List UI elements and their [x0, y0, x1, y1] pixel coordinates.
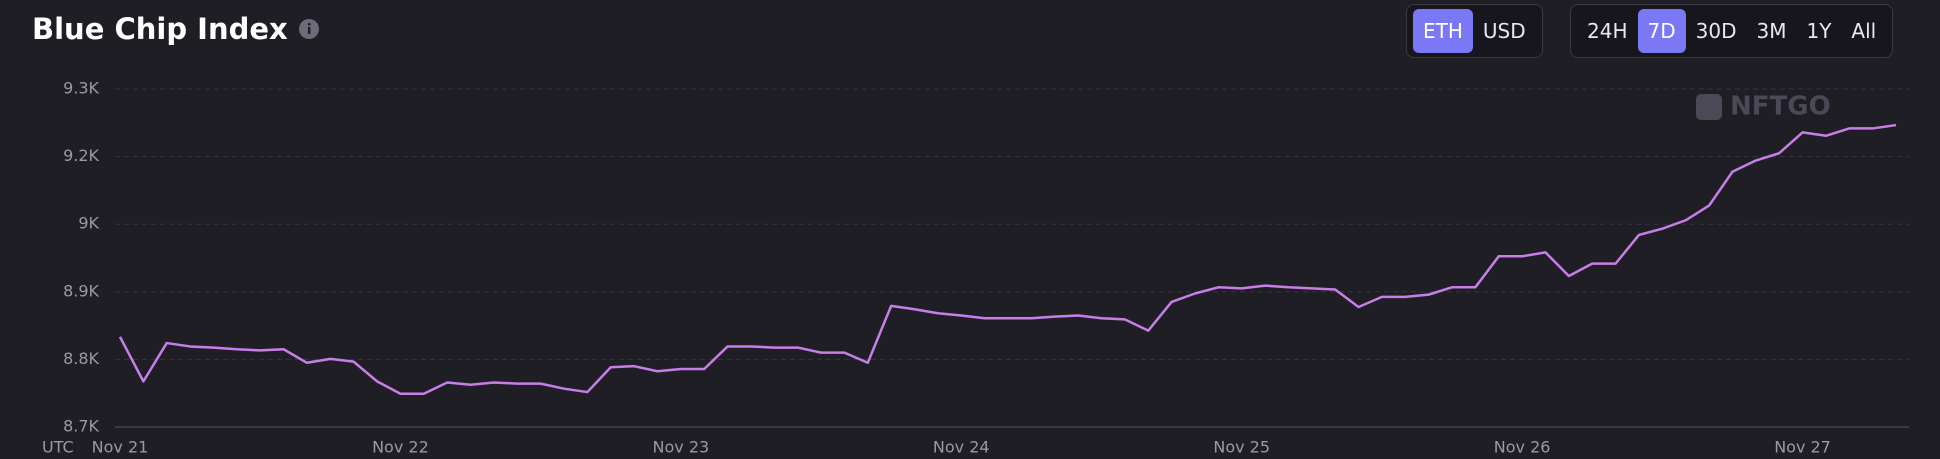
toggle-button[interactable]: 3M [1756, 19, 1787, 43]
y-tick-label: 9.3K [63, 79, 99, 98]
y-tick-label: 9.2K [63, 146, 99, 165]
y-tick-label: 8.7K [63, 417, 99, 436]
currency-toggle: ETH USD [1406, 4, 1543, 58]
title: Blue Chip Index [32, 12, 288, 46]
toggle-button[interactable]: 24H [1587, 19, 1628, 43]
toggle-button[interactable]: 30D [1695, 19, 1737, 43]
x-tick-label: Nov 22 [372, 438, 429, 457]
line-series [118, 123, 1897, 396]
title-row: Blue Chip Index [32, 12, 320, 46]
y-tick-label: 8.8K [63, 349, 99, 368]
info-icon[interactable] [298, 18, 320, 40]
toggle-button[interactable]: 7D [1637, 9, 1686, 53]
x-tick-label: Nov 26 [1494, 438, 1551, 457]
x-tick-label: Nov 25 [1213, 438, 1270, 457]
x-tick-label: Nov 21 [92, 438, 149, 457]
y-tick-label: 9K [78, 214, 99, 233]
timezone-label: UTC [42, 438, 74, 457]
range-toggle: 24H 7D 30D 3M 1Y All [1570, 4, 1894, 58]
x-tick-label: Nov 27 [1774, 438, 1831, 457]
toggle-button[interactable]: ETH [1413, 9, 1473, 53]
y-tick-label: 8.9K [63, 281, 99, 300]
watermark-logo [1696, 94, 1722, 120]
toggle-button[interactable]: 1Y [1806, 19, 1832, 43]
toggle-button[interactable]: USD [1482, 19, 1526, 43]
x-tick-label: Nov 23 [653, 438, 710, 457]
x-tick-label: Nov 24 [933, 438, 990, 457]
toggle-button[interactable]: All [1851, 19, 1877, 43]
watermark: NFTGO [1730, 92, 1831, 122]
